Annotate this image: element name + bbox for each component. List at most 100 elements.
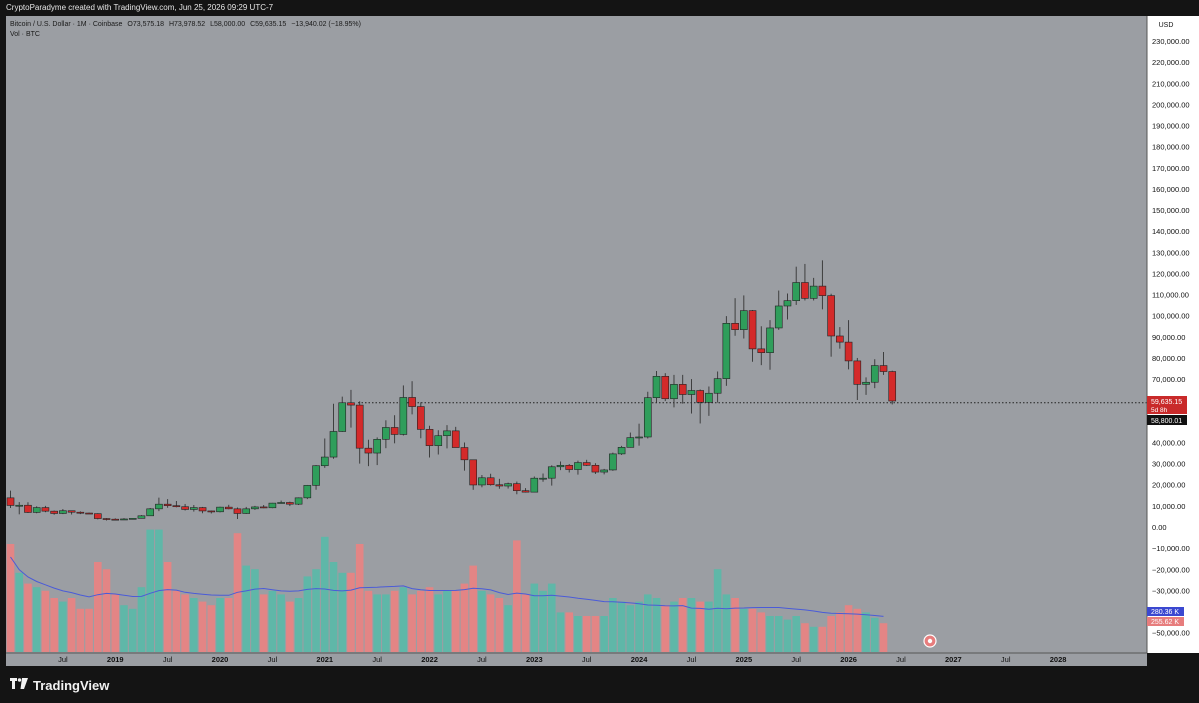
volume-bar	[827, 616, 835, 652]
volume-bar	[242, 565, 251, 652]
volume-bar	[320, 536, 329, 652]
time-tick-label: 2020	[212, 655, 229, 664]
candle-body	[635, 436, 643, 439]
volume-legend[interactable]: Vol · BTC	[10, 31, 40, 38]
volume-bar	[696, 601, 704, 652]
price-tick-label: 30,000.00	[1152, 460, 1185, 469]
price-tick-label: 90,000.00	[1152, 333, 1185, 342]
time-tick-label: Jul	[163, 655, 173, 664]
candle-body	[155, 503, 163, 510]
candle-body	[399, 397, 408, 435]
candle-body	[67, 510, 76, 513]
volume-bar	[6, 544, 15, 652]
volume-bar	[748, 608, 757, 652]
plot-area[interactable]	[6, 16, 1147, 653]
candle-body	[320, 456, 329, 467]
volume-bar	[94, 562, 102, 652]
price-tick-label: 230,000.00	[1152, 37, 1190, 46]
price-tick-label: −30,000.00	[1152, 586, 1190, 595]
time-tick-label: 2021	[316, 655, 333, 664]
time-tick-label: Jul	[372, 655, 382, 664]
candle-body	[809, 285, 818, 299]
tradingview-brand[interactable]: TradingView	[10, 678, 109, 693]
volume-bar	[312, 569, 320, 652]
volume-bar	[111, 594, 120, 652]
price-tick-label: 70,000.00	[1152, 375, 1185, 384]
volume-bar	[486, 594, 495, 652]
candle-body	[748, 310, 757, 350]
currency-button[interactable]: USD	[1150, 20, 1182, 32]
price-tick-label: 220,000.00	[1152, 58, 1190, 67]
price-tick-label: 170,000.00	[1152, 164, 1190, 173]
volume-bar	[59, 601, 67, 652]
candle-body	[731, 323, 739, 330]
candle-body	[888, 371, 897, 402]
volume-bar	[836, 612, 844, 652]
candle-body	[137, 515, 146, 519]
time-tick-label: 2026	[840, 655, 857, 664]
candle-body	[678, 384, 687, 395]
volume-bar	[591, 616, 600, 652]
candle-body	[774, 305, 783, 329]
candle-body	[792, 282, 801, 301]
candle-body	[76, 511, 85, 514]
volume-bar	[137, 587, 146, 652]
candle-body	[85, 512, 93, 515]
volume-bar	[626, 605, 635, 652]
time-tick-label: Jul	[1001, 655, 1011, 664]
candle-body	[539, 477, 547, 480]
candle-body	[251, 506, 259, 510]
price-tick-label: 140,000.00	[1152, 227, 1190, 236]
candle-body	[766, 327, 774, 353]
change-value: −13,940.02 (−18.95%)	[291, 21, 361, 28]
volume-bar	[582, 616, 591, 652]
candle-body	[268, 502, 277, 509]
price-tick-label: −50,000.00	[1152, 629, 1190, 638]
volume-bar	[382, 594, 390, 652]
volume-bar	[713, 569, 722, 652]
time-tick-label: 2019	[107, 655, 124, 664]
time-tick-label: Jul	[477, 655, 487, 664]
candle-body	[181, 506, 189, 510]
price-line-label: 58,800.01	[1151, 418, 1182, 425]
candle-body	[364, 447, 373, 454]
volume-bars	[6, 529, 888, 652]
volume-bar	[85, 608, 93, 652]
volume-bar	[740, 608, 748, 652]
volume-bar	[565, 612, 574, 652]
candle-body	[670, 384, 678, 400]
candle-body	[530, 477, 539, 493]
time-tick-label: Jul	[791, 655, 801, 664]
volume-bar	[294, 598, 303, 652]
volume-bar	[635, 601, 643, 652]
volume-bar	[600, 616, 608, 652]
price-tick-label: 130,000.00	[1152, 248, 1190, 257]
volume-bar	[547, 583, 556, 652]
time-tick-label: Jul	[896, 655, 906, 664]
volume-bar	[443, 590, 451, 652]
candle-body	[757, 348, 766, 353]
price-line-tag	[1147, 415, 1187, 425]
volume-bar	[661, 605, 670, 652]
price-tick-label: 80,000.00	[1152, 354, 1185, 363]
volume-bar	[102, 569, 111, 652]
candle-body	[382, 427, 390, 440]
candle-body	[469, 459, 477, 486]
time-tick-label: 2025	[735, 655, 752, 664]
candle-body	[128, 518, 137, 520]
volume-bar	[556, 612, 565, 652]
candle-body	[146, 508, 154, 517]
price-axis	[1147, 16, 1199, 653]
price-tick-label: 190,000.00	[1152, 122, 1190, 131]
candle-body	[827, 295, 835, 337]
candle-body	[59, 510, 67, 514]
candle-body	[50, 510, 58, 514]
time-axis	[6, 653, 1147, 666]
candle-body	[434, 435, 443, 446]
candle-body	[373, 439, 381, 454]
candle-body	[879, 365, 888, 372]
symbol-label[interactable]: Bitcoin / U.S. Dollar · 1M · Coinbase	[10, 21, 123, 28]
time-tick-label: Jul	[268, 655, 278, 664]
